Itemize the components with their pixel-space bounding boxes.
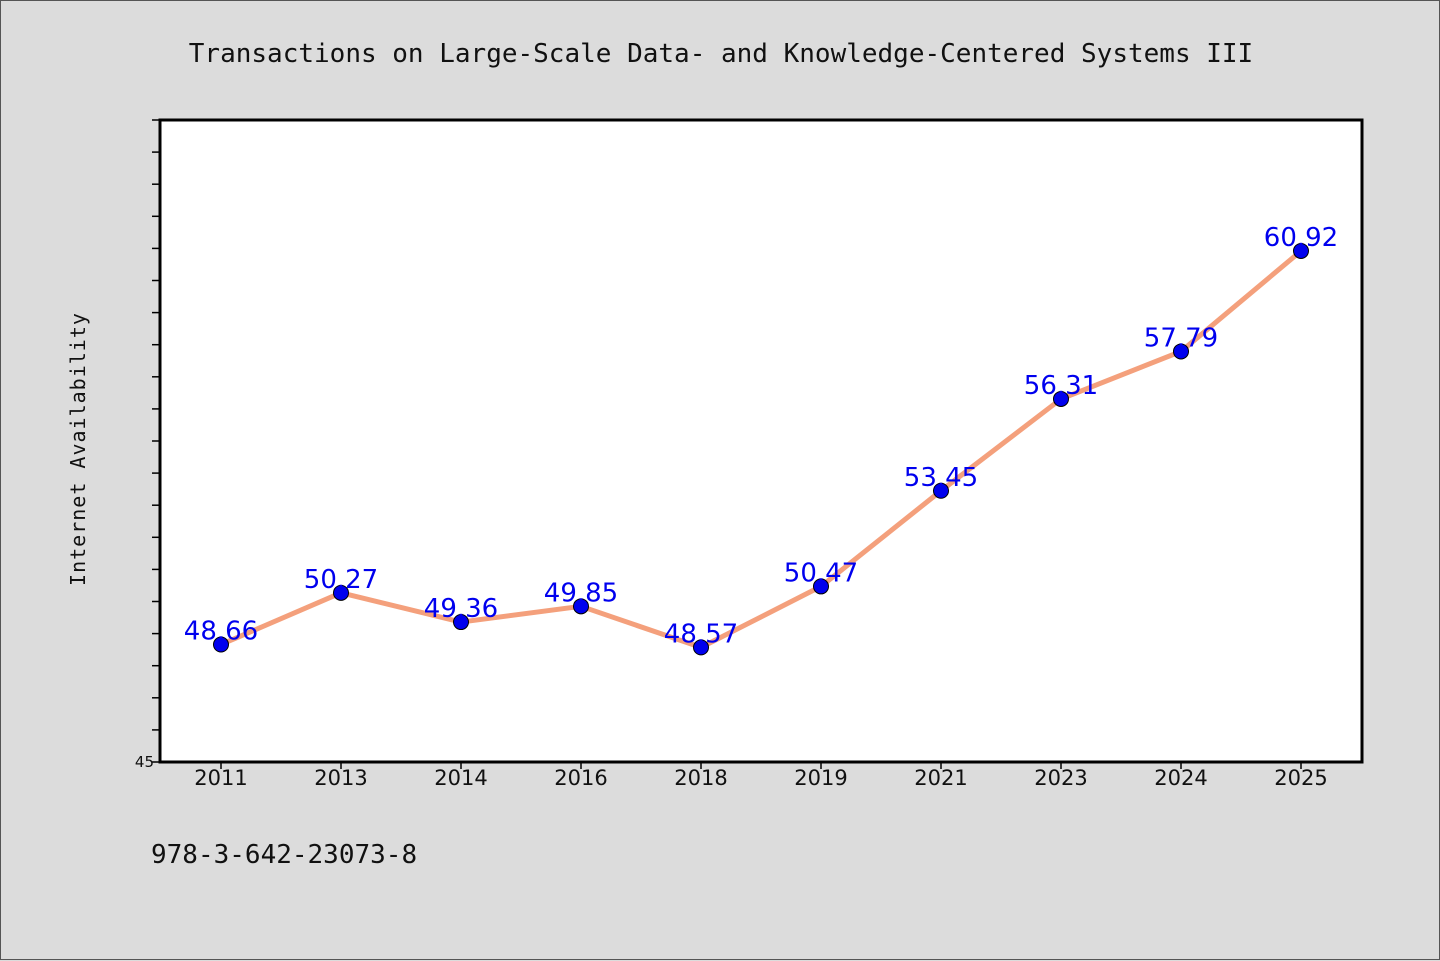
chart-title: Transactions on Large-Scale Data- and Kn… [189,39,1253,69]
data-point [213,636,229,653]
x-tick-label: 2021 [914,766,967,790]
data-label: 53.45 [904,463,978,493]
x-axis-ticks: 2011 2013 2014 2016 2018 2019 2021 2023 2024 2025 [194,762,1328,790]
series-line [218,248,1304,650]
x-tick-label: 2019 [794,766,847,790]
x-tick-label: 2013 [314,766,367,790]
x-tick-label: 2023 [1034,766,1087,790]
data-label: 50.27 [304,565,378,595]
data-label: 48.66 [184,617,258,647]
footer-isbn: 978-3-642-23073-8 [151,840,417,870]
x-tick-label: 2011 [194,766,247,790]
data-label: 49.85 [544,578,618,608]
data-label: 50.47 [784,558,858,588]
data-point [693,639,709,656]
data-label: 49.36 [424,594,498,624]
plot-area [158,118,1364,764]
data-point [573,598,589,615]
y-tick-label-min: 45 [135,753,154,771]
data-point [453,614,469,631]
data-point [933,482,949,499]
data-point [333,584,349,601]
data-point [1053,390,1069,407]
data-labels: 48.66 50.27 49.36 49.85 48.57 50.47 53.45 56.31… [184,223,1338,649]
data-label: 56.31 [1024,371,1098,401]
x-tick-label: 2018 [674,766,727,790]
x-tick-label: 2016 [554,766,607,790]
y-axis-ticks [152,119,160,763]
x-tick-label: 2014 [434,766,487,790]
series-markers [213,242,1309,656]
data-point [1173,343,1189,360]
data-label: 48.57 [664,619,738,649]
x-tick-label: 2025 [1274,766,1327,790]
data-label: 60.92 [1264,223,1338,253]
data-label: 57.79 [1144,323,1218,353]
data-point [1293,242,1309,259]
y-axis-label: Internet Availability [66,312,90,586]
x-tick-label: 2024 [1154,766,1207,790]
data-point [813,578,829,595]
